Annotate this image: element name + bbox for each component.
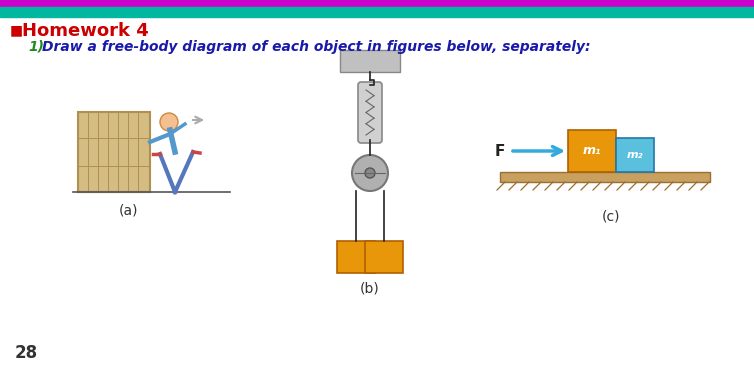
Text: ■: ■ [10,23,23,37]
Bar [340,50,400,72]
Text: F: F [495,144,505,158]
Bar [365,241,403,273]
Text: Draw a free-body diagram of each object in figures below, separately:: Draw a free-body diagram of each object … [42,40,590,54]
Text: 28: 28 [15,344,38,362]
Bar [337,241,375,273]
Circle shape [365,168,375,178]
Text: (a): (a) [119,204,139,218]
FancyBboxPatch shape [358,82,382,143]
Text: (b): (b) [360,281,380,295]
Bar [500,172,710,182]
Text: m₂: m₂ [627,150,643,160]
Bar [78,112,150,192]
Bar [568,130,616,172]
Bar [0,0,754,7]
Bar [616,138,654,172]
Bar [0,7,754,17]
Text: (c): (c) [602,210,621,224]
Text: m₁: m₁ [583,144,601,158]
Text: Homework 4: Homework 4 [22,22,149,40]
Text: 1): 1) [28,40,44,54]
Circle shape [352,155,388,191]
Circle shape [160,113,178,131]
